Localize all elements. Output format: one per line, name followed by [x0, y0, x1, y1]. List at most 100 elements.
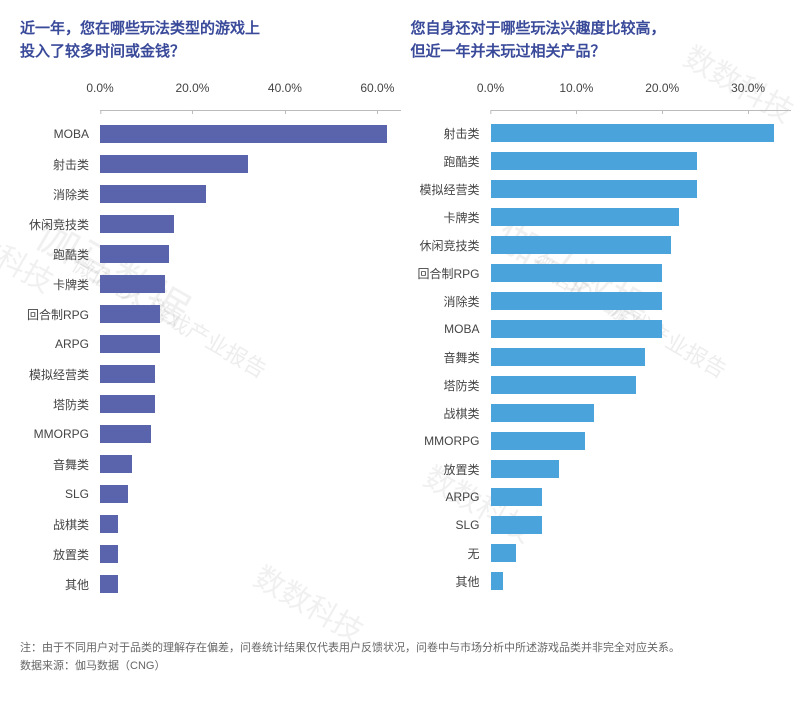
bar-label: 卡牌类: [15, 276, 95, 293]
bar-rect: [100, 485, 128, 503]
bar-label: 跑酷类: [406, 153, 486, 170]
bar-label: 消除类: [15, 186, 95, 203]
axis-tick-label: 0.0%: [477, 81, 504, 95]
bar-label: 其他: [406, 573, 486, 590]
bar-rect: [491, 348, 646, 366]
bar-rect: [491, 516, 543, 534]
bar-row: 战棋类: [100, 509, 401, 539]
bar-rect: [100, 545, 118, 563]
bar-row: 回合制RPG: [100, 299, 401, 329]
bar-label: MOBA: [15, 127, 95, 141]
axis-tick: 0.0%: [477, 81, 504, 110]
bar-row: 放置类: [100, 539, 401, 569]
bar-label: 塔防类: [15, 396, 95, 413]
footer-notes: 注：由于不同用户对于品类的理解存在偏差，问卷统计结果仅代表用户反馈状况，问卷中与…: [20, 639, 680, 676]
bar-rect: [491, 488, 543, 506]
bar-rect: [491, 376, 637, 394]
bar-rect: [100, 365, 155, 383]
bar-row: 休闲竞技类: [100, 209, 401, 239]
axis-tick-label: 60.0%: [360, 81, 394, 95]
bar-row: ARPG: [100, 329, 401, 359]
bar-label: 回合制RPG: [15, 306, 95, 323]
axis-tick-label: 30.0%: [731, 81, 765, 95]
right-chart-title: 您自身还对于哪些玩法兴趣度比较高， 但近一年并未玩过相关产品？: [411, 18, 792, 63]
bar-row: ARPG: [491, 483, 792, 511]
left-chart-title: 近一年，您在哪些玩法类型的游戏上 投入了较多时间或金钱？: [20, 18, 401, 63]
bar-row: MOBA: [491, 315, 792, 343]
bar-row: 跑酷类: [491, 147, 792, 175]
bar-rect: [491, 152, 697, 170]
bar-label: SLG: [15, 487, 95, 501]
bar-label: 战棋类: [15, 516, 95, 533]
axis-tick: 20.0%: [645, 81, 679, 110]
bar-rect: [100, 335, 160, 353]
bar-row: 跑酷类: [100, 239, 401, 269]
bar-label: 其他: [15, 576, 95, 593]
bar-label: 休闲竞技类: [15, 216, 95, 233]
bar-row: SLG: [100, 479, 401, 509]
axis-tick: 0.0%: [86, 81, 113, 110]
left-chart-panel: 近一年，您在哪些玩法类型的游戏上 投入了较多时间或金钱？ 0.0% 20.0% 40…: [20, 18, 401, 599]
charts-row: 近一年，您在哪些玩法类型的游戏上 投入了较多时间或金钱？ 0.0% 20.0% 40…: [0, 0, 811, 599]
axis-tick: 10.0%: [559, 81, 593, 110]
bar-row: 卡牌类: [491, 203, 792, 231]
bar-label: 模拟经营类: [406, 181, 486, 198]
bar-rect: [491, 544, 517, 562]
bar-label: MMORPG: [406, 434, 486, 448]
bar-rect: [491, 236, 671, 254]
bar-row: 射击类: [100, 149, 401, 179]
bar-rect: [100, 515, 118, 533]
bar-row: 音舞类: [491, 343, 792, 371]
bar-row: 射击类: [491, 119, 792, 147]
right-chart-panel: 您自身还对于哪些玩法兴趣度比较高， 但近一年并未玩过相关产品？ 0.0% 10.0…: [411, 18, 792, 599]
bar-rect: [491, 404, 594, 422]
bar-row: 卡牌类: [100, 269, 401, 299]
axis-tick-label: 40.0%: [268, 81, 302, 95]
axis-tick-label: 0.0%: [86, 81, 113, 95]
bar-rect: [100, 425, 151, 443]
bar-row: 塔防类: [491, 371, 792, 399]
bar-rect: [100, 185, 206, 203]
bar-label: 放置类: [406, 461, 486, 478]
bar-row: MMORPG: [491, 427, 792, 455]
bar-row: 战棋类: [491, 399, 792, 427]
axis-tick-label: 10.0%: [559, 81, 593, 95]
title-line: 您自身还对于哪些玩法兴趣度比较高，: [411, 18, 792, 41]
bar-row: 音舞类: [100, 449, 401, 479]
bar-rect: [100, 575, 118, 593]
bar-row: MOBA: [100, 119, 401, 149]
left-chart-bars: MOBA射击类消除类休闲竞技类跑酷类卡牌类回合制RPGARPG模拟经营类塔防类M…: [100, 111, 401, 599]
bar-rect: [100, 395, 155, 413]
bar-row: 模拟经营类: [100, 359, 401, 389]
bar-label: 消除类: [406, 293, 486, 310]
bar-rect: [491, 264, 663, 282]
bar-label: 跑酷类: [15, 246, 95, 263]
bar-label: 无: [406, 545, 486, 562]
bar-row: 无: [491, 539, 792, 567]
bar-rect: [491, 320, 663, 338]
bar-row: 消除类: [491, 287, 792, 315]
bar-row: 其他: [491, 567, 792, 595]
bar-label: ARPG: [406, 490, 486, 504]
axis-tick: 20.0%: [175, 81, 209, 110]
bar-label: 休闲竞技类: [406, 237, 486, 254]
right-chart-bars: 射击类跑酷类模拟经营类卡牌类休闲竞技类回合制RPG消除类MOBA音舞类塔防类战棋…: [491, 111, 792, 595]
footer-note: 注：由于不同用户对于品类的理解存在偏差，问卷统计结果仅代表用户反馈状况，问卷中与…: [20, 639, 680, 658]
bar-label: MMORPG: [15, 427, 95, 441]
bar-rect: [100, 215, 174, 233]
bar-rect: [491, 124, 774, 142]
footer-source: 数据来源：伽马数据（CNG）: [20, 657, 680, 676]
bar-row: SLG: [491, 511, 792, 539]
left-chart-axis: 0.0%20.0%40.0%60.0%: [100, 81, 401, 111]
bar-label: 放置类: [15, 546, 95, 563]
bar-rect: [491, 208, 680, 226]
bar-rect: [100, 305, 160, 323]
axis-tick: 30.0%: [731, 81, 765, 110]
bar-label: SLG: [406, 518, 486, 532]
bar-rect: [491, 460, 560, 478]
bar-label: 模拟经营类: [15, 366, 95, 383]
bar-label: 音舞类: [15, 456, 95, 473]
bar-label: 回合制RPG: [406, 265, 486, 282]
bar-rect: [100, 245, 169, 263]
bar-label: ARPG: [15, 337, 95, 351]
